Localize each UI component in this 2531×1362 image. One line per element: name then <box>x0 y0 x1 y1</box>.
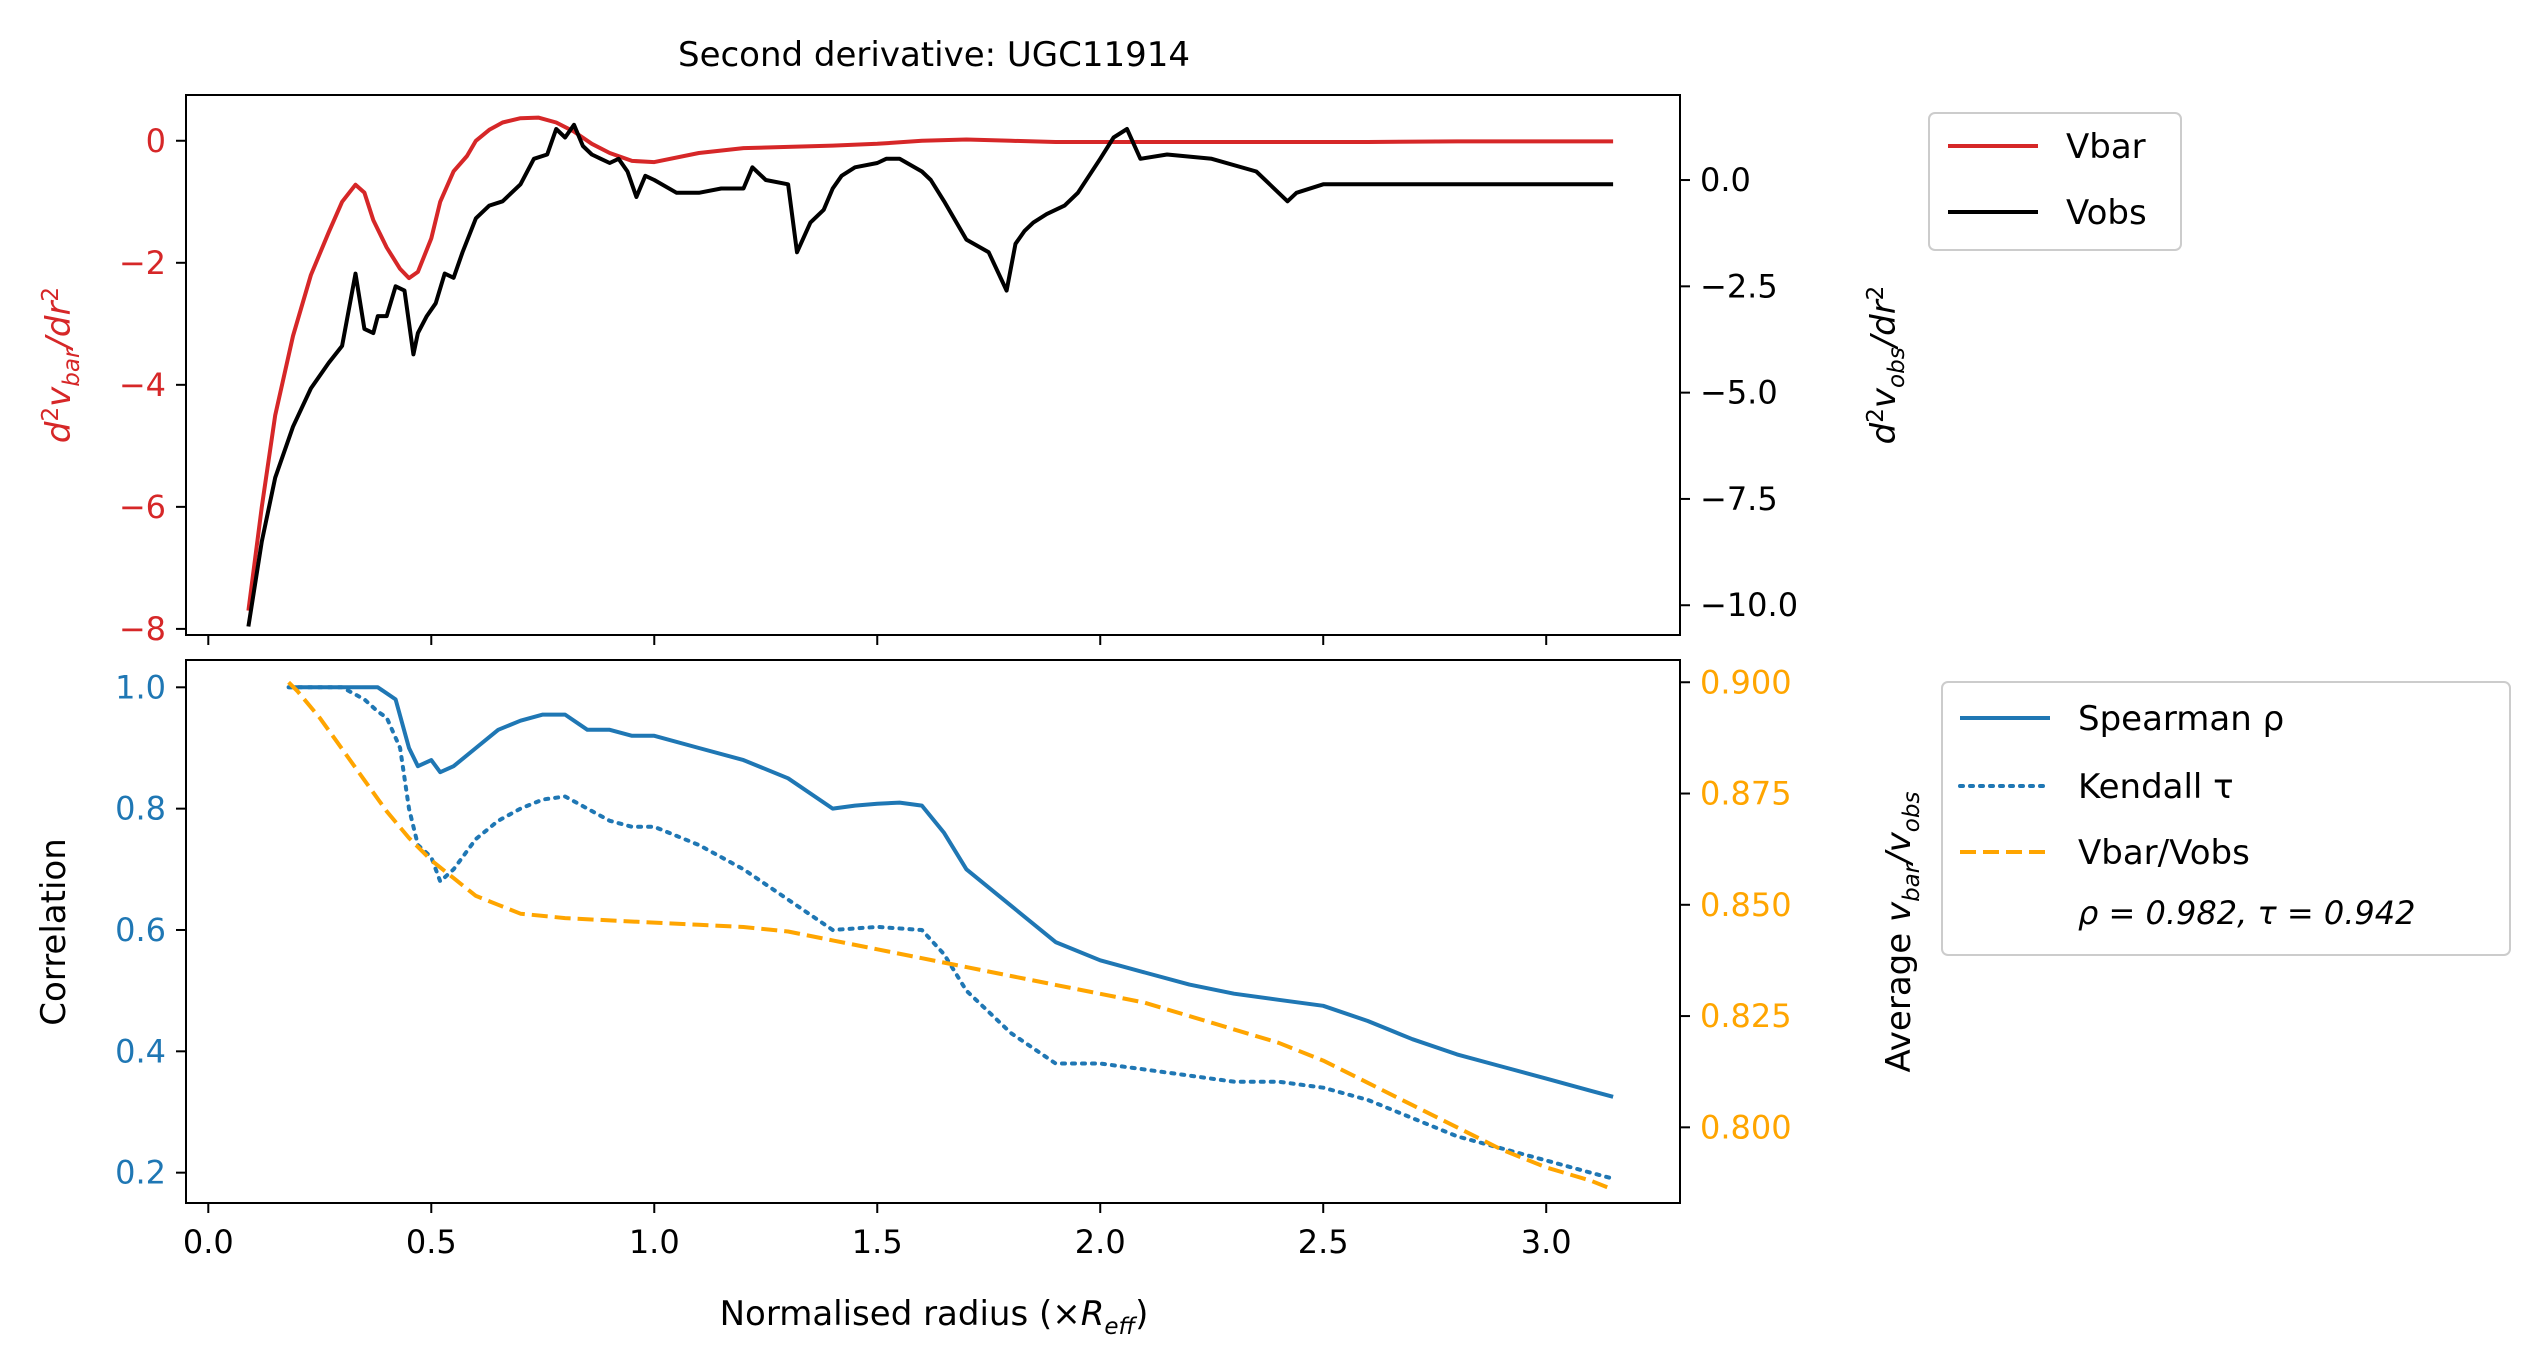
top-left-yaxis: 0 −2 −4 −6 −8 <box>119 122 186 648</box>
bottom-left-ylabel: Correlation <box>34 838 74 1025</box>
xtick-label: 2.0 <box>1075 1223 1126 1261</box>
legend-stats: ρ = 0.982, τ = 0.942 <box>2078 894 2415 932</box>
top-right-yaxis: 0.0 −2.5 −5.0 −7.5 −10.0 <box>1680 161 1798 624</box>
top-legend: Vbar Vobs <box>1928 112 2182 251</box>
legend-label-vbar-vobs: Vbar/Vobs <box>2078 833 2250 873</box>
bottom-right-ylabel: Average vbar/vobs <box>1879 792 1925 1073</box>
ytick-label: 0 <box>146 122 166 160</box>
xtick-label: 0.0 <box>183 1223 234 1261</box>
top-plot-lines <box>246 115 1614 627</box>
ytick-label: 0.6 <box>115 911 166 949</box>
bottom-legend: Spearman ρ Kendall τ Vbar/Vobs ρ = 0.982… <box>1941 681 2511 956</box>
ytick-label: 0.800 <box>1700 1108 1792 1146</box>
ytick-label: −2.5 <box>1700 267 1778 305</box>
ytick-label: 0.850 <box>1700 886 1792 924</box>
top-right-ylabel: d2vobs/dr2 <box>1863 286 1910 445</box>
ytick-label: 1.0 <box>115 668 166 706</box>
ytick-label: −4 <box>119 366 166 404</box>
bottom-left-yaxis: 1.0 0.8 0.6 0.4 0.2 <box>115 668 186 1192</box>
bottom-plot-lines <box>286 680 1616 1192</box>
xtick-label: 3.0 <box>1521 1223 1572 1261</box>
legend-label-spearman: Spearman ρ <box>2078 699 2284 739</box>
ytick-label: 0.825 <box>1700 997 1792 1035</box>
ytick-label: 0.900 <box>1700 663 1792 701</box>
top-panel: 0 −2 −4 −6 −8 0.0 −2.5 −5.0 −7.5 −10.0 d2vbar/dr… <box>38 94 2182 648</box>
series-line-vobs <box>246 122 1614 627</box>
ytick-label: 0.875 <box>1700 775 1792 813</box>
bottom-xlabel: Normalised radius (×Reff) <box>720 1294 1149 1340</box>
xtick-label: 1.5 <box>852 1223 903 1261</box>
ytick-label: 0.2 <box>115 1154 166 1192</box>
figure-title: Second derivative: UGC11914 <box>678 35 1190 75</box>
legend-label-vobs: Vobs <box>2066 193 2147 233</box>
ytick-label: −5.0 <box>1700 374 1778 412</box>
xtick-label: 2.5 <box>1298 1223 1349 1261</box>
bottom-axes-frame <box>185 659 1681 1204</box>
bottom-right-yaxis: 0.900 0.875 0.850 0.825 0.800 <box>1680 663 1792 1146</box>
top-xaxis-ticks <box>207 635 1548 645</box>
ytick-label: −8 <box>119 610 166 648</box>
top-left-ylabel: d2vbar/dr2 <box>38 287 85 443</box>
xtick-label: 0.5 <box>406 1223 457 1261</box>
ytick-label: −7.5 <box>1700 480 1778 518</box>
bottom-legend-box <box>1941 681 2511 956</box>
ytick-label: −10.0 <box>1700 586 1798 624</box>
bottom-panel: 1.0 0.8 0.6 0.4 0.2 0.900 0.875 0.850 0.825 0.80… <box>34 659 2511 1340</box>
ytick-label: −6 <box>119 488 166 526</box>
legend-label-vbar: Vbar <box>2066 127 2146 167</box>
bottom-xaxis: 0.0 0.5 1.0 1.5 2.0 2.5 3.0 <box>183 1203 1572 1261</box>
ytick-label: 0.8 <box>115 790 166 828</box>
series-line-spearman- <box>288 685 1614 1099</box>
top-axes-frame <box>185 94 1681 636</box>
xtick-label: 1.0 <box>629 1223 680 1261</box>
legend-label-kendall: Kendall τ <box>2078 767 2234 807</box>
ytick-label: 0.0 <box>1700 161 1751 199</box>
ytick-label: 0.4 <box>115 1032 166 1070</box>
series-line-vbar <box>246 115 1614 611</box>
ytick-label: −2 <box>119 244 166 282</box>
series-line-vbar-vobs <box>287 680 1614 1192</box>
